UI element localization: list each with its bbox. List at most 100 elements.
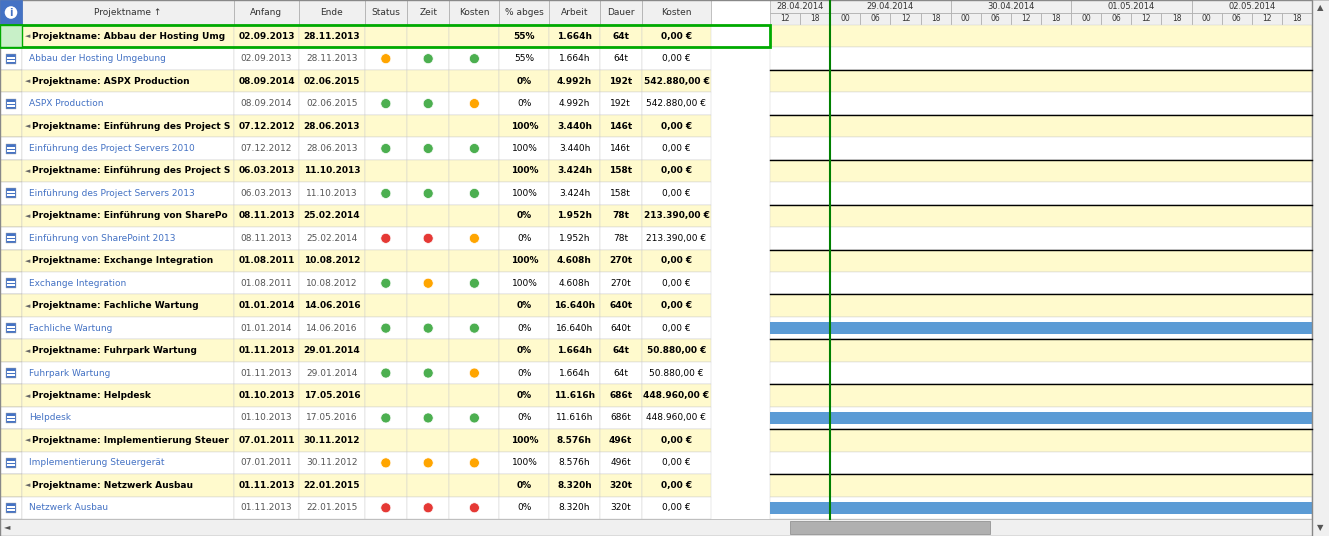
Bar bbox=[407, 339, 449, 362]
Bar bbox=[23, 496, 234, 519]
Bar bbox=[0, 115, 23, 137]
Text: 64t: 64t bbox=[613, 369, 629, 377]
Bar bbox=[299, 294, 364, 317]
Circle shape bbox=[423, 503, 433, 513]
Text: 4.992h: 4.992h bbox=[557, 77, 593, 86]
Bar bbox=[599, 362, 642, 384]
Bar bbox=[549, 160, 599, 182]
Text: 10.08.2012: 10.08.2012 bbox=[306, 279, 358, 288]
Text: 30.04.2014: 30.04.2014 bbox=[987, 2, 1034, 11]
Bar bbox=[7, 374, 15, 376]
Bar bbox=[449, 160, 500, 182]
Text: 0%: 0% bbox=[517, 503, 532, 512]
Bar bbox=[449, 339, 500, 362]
Text: 25.02.2014: 25.02.2014 bbox=[306, 234, 358, 243]
Bar bbox=[364, 0, 407, 25]
Bar bbox=[23, 384, 234, 407]
Text: Projektname: Einführung des Project S: Projektname: Einführung des Project S bbox=[32, 122, 230, 131]
Bar bbox=[549, 474, 599, 496]
Text: 0%: 0% bbox=[517, 413, 532, 422]
Bar bbox=[769, 474, 1312, 496]
Bar bbox=[769, 407, 1312, 429]
Bar bbox=[769, 0, 831, 12]
Bar bbox=[642, 250, 711, 272]
Bar bbox=[7, 150, 15, 152]
Text: 100%: 100% bbox=[510, 256, 538, 265]
Text: 146t: 146t bbox=[609, 122, 633, 131]
Bar bbox=[23, 339, 234, 362]
Text: 3.424h: 3.424h bbox=[557, 167, 591, 175]
Text: 0%: 0% bbox=[517, 324, 532, 333]
Bar bbox=[364, 294, 407, 317]
Text: 192t: 192t bbox=[610, 99, 631, 108]
Bar bbox=[1282, 12, 1312, 25]
Bar bbox=[364, 384, 407, 407]
Text: Kosten: Kosten bbox=[459, 8, 489, 17]
Bar bbox=[642, 294, 711, 317]
Text: 4.608h: 4.608h bbox=[558, 279, 590, 288]
Bar bbox=[23, 294, 234, 317]
Bar bbox=[23, 0, 234, 25]
Text: 0%: 0% bbox=[517, 369, 532, 377]
Bar bbox=[407, 452, 449, 474]
Text: 640t: 640t bbox=[609, 301, 633, 310]
Circle shape bbox=[469, 413, 480, 423]
Text: 07.12.2012: 07.12.2012 bbox=[238, 122, 295, 131]
Text: ◄: ◄ bbox=[25, 482, 33, 488]
Bar bbox=[599, 294, 642, 317]
Circle shape bbox=[381, 144, 391, 153]
Text: 50.880,00 €: 50.880,00 € bbox=[647, 346, 706, 355]
Bar bbox=[769, 227, 1312, 250]
Text: Projektname: Netzwerk Ausbau: Projektname: Netzwerk Ausbau bbox=[32, 481, 193, 490]
Text: 0,00 €: 0,00 € bbox=[662, 279, 691, 288]
Bar bbox=[769, 502, 1312, 514]
Bar bbox=[407, 496, 449, 519]
Bar bbox=[449, 474, 500, 496]
Text: 0%: 0% bbox=[517, 301, 532, 310]
Bar bbox=[1162, 12, 1192, 25]
Bar bbox=[299, 452, 364, 474]
Bar bbox=[549, 452, 599, 474]
Text: 4.608h: 4.608h bbox=[557, 256, 591, 265]
Text: 0,00 €: 0,00 € bbox=[661, 167, 692, 175]
Bar bbox=[800, 12, 831, 25]
Circle shape bbox=[423, 54, 433, 64]
Bar bbox=[1312, 0, 1329, 536]
Bar bbox=[407, 250, 449, 272]
Text: Projektname: Fuhrpark Wartung: Projektname: Fuhrpark Wartung bbox=[32, 346, 197, 355]
Text: 686t: 686t bbox=[609, 391, 633, 400]
Text: Anfang: Anfang bbox=[250, 8, 283, 17]
Bar bbox=[0, 227, 23, 250]
Bar bbox=[299, 407, 364, 429]
Text: Status: Status bbox=[371, 8, 400, 17]
Text: 12: 12 bbox=[1263, 14, 1272, 23]
Bar bbox=[449, 429, 500, 452]
Text: 02.05.2014: 02.05.2014 bbox=[1228, 2, 1276, 11]
Text: 158t: 158t bbox=[609, 167, 633, 175]
Bar bbox=[599, 250, 642, 272]
Bar bbox=[549, 25, 599, 48]
Bar bbox=[7, 509, 15, 511]
Text: 8.576h: 8.576h bbox=[557, 436, 591, 445]
Bar bbox=[0, 25, 23, 48]
Bar bbox=[549, 205, 599, 227]
Text: 11.10.2013: 11.10.2013 bbox=[306, 189, 358, 198]
Bar bbox=[407, 92, 449, 115]
Text: 100%: 100% bbox=[512, 189, 537, 198]
Bar bbox=[769, 339, 1312, 362]
Bar bbox=[407, 137, 449, 160]
Circle shape bbox=[469, 278, 480, 288]
Bar bbox=[7, 236, 15, 239]
Bar bbox=[449, 137, 500, 160]
Bar bbox=[364, 250, 407, 272]
Bar bbox=[549, 362, 599, 384]
Bar bbox=[364, 474, 407, 496]
Bar bbox=[599, 317, 642, 339]
Text: 1.664h: 1.664h bbox=[557, 346, 591, 355]
Bar bbox=[23, 407, 234, 429]
Bar bbox=[769, 182, 1312, 205]
Text: Zeit: Zeit bbox=[419, 8, 437, 17]
Bar bbox=[769, 70, 1312, 92]
Bar bbox=[642, 429, 711, 452]
Bar bbox=[0, 160, 23, 182]
